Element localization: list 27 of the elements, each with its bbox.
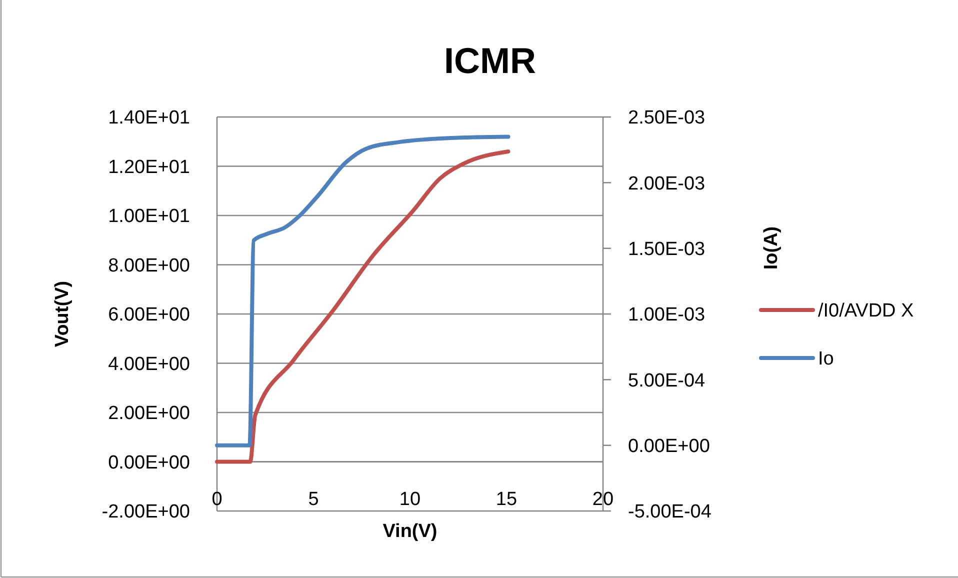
- chart-title: ICMR: [444, 40, 536, 81]
- y2-tick-label: 5.00E-04: [628, 370, 706, 392]
- x-tick-label: 10: [399, 488, 421, 510]
- y2-tick-label: -5.00E-04: [628, 502, 712, 523]
- y-tick-label: 8.00E+00: [108, 255, 190, 276]
- y2-tick-label: 1.00E-03: [628, 304, 706, 326]
- y2-tick-label: 2.50E-03: [628, 108, 706, 129]
- y-tick-label: 6.00E+00: [108, 304, 190, 326]
- y-tick-label: 1.40E+01: [108, 108, 190, 129]
- y-tick-label: 1.00E+01: [108, 206, 190, 228]
- y2-tick-label: 0.00E+00: [628, 436, 710, 457]
- y-axis-title: Vout(V): [52, 280, 73, 348]
- x-tick-label: 0: [212, 488, 222, 510]
- y-tick-label: 1.20E+01: [108, 156, 190, 178]
- x-tick-label: 5: [308, 488, 319, 510]
- x-axis-title: Vin(V): [382, 521, 438, 542]
- y-tick-label: 0.00E+00: [108, 452, 190, 474]
- y2-axis-title: Io(A): [761, 226, 782, 270]
- legend-label: Io: [818, 348, 834, 370]
- y2-tick-label: 2.00E-03: [628, 173, 706, 194]
- legend-label: /I0/AVDD X: [818, 300, 914, 322]
- y-tick-label: 4.00E+00: [108, 354, 190, 375]
- y-tick-label: -2.00E+00: [102, 502, 190, 523]
- x-tick-label: 15: [496, 488, 518, 510]
- x-tick-label: 20: [592, 488, 614, 510]
- y-tick-label: 2.00E+00: [108, 403, 190, 424]
- y2-tick-label: 1.50E-03: [628, 238, 706, 260]
